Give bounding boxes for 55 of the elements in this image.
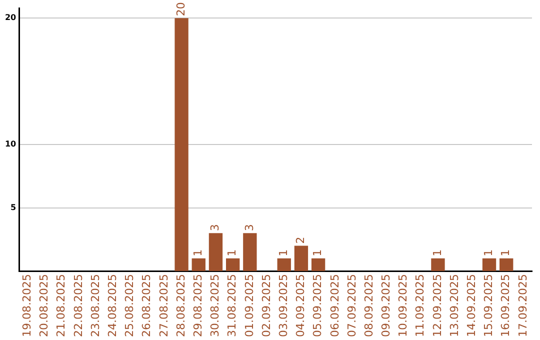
bar bbox=[174, 18, 188, 272]
bar bbox=[311, 258, 326, 272]
bar bbox=[226, 258, 240, 272]
bar bbox=[500, 258, 514, 272]
x-tick-label: 15.09.2025 bbox=[482, 274, 496, 338]
data-label: 1 bbox=[226, 249, 239, 256]
x-tick-label: 26.08.2025 bbox=[140, 274, 154, 338]
x-tick-label: 16.09.2025 bbox=[499, 274, 512, 338]
x-tick-label: 09.09.2025 bbox=[380, 274, 393, 338]
y-tick-label: 5 bbox=[10, 202, 17, 212]
x-tick-label: 22.08.2025 bbox=[72, 274, 85, 338]
x-tick-label: 23.08.2025 bbox=[88, 274, 102, 338]
bar bbox=[482, 258, 496, 272]
x-tick-label: 06.09.2025 bbox=[328, 274, 342, 338]
x-tick-label: 05.09.2025 bbox=[311, 274, 324, 338]
x-tick-label: 14.09.2025 bbox=[465, 274, 478, 338]
x-tick-label: 12.09.2025 bbox=[430, 274, 444, 338]
x-tick-label: 13.09.2025 bbox=[448, 274, 461, 338]
x-tick-label: 03.09.2025 bbox=[276, 274, 290, 338]
data-label: 1 bbox=[482, 249, 496, 256]
x-tick-label: 01.09.2025 bbox=[242, 274, 256, 338]
bar bbox=[431, 258, 445, 272]
x-tick-label: 25.08.2025 bbox=[123, 274, 136, 338]
data-label: 20 bbox=[174, 2, 188, 16]
x-tick-label: 27.08.2025 bbox=[157, 274, 170, 338]
x-tick-label: 20.08.2025 bbox=[38, 274, 51, 338]
data-label: 2 bbox=[294, 236, 308, 244]
x-tick-label: 19.08.2025 bbox=[20, 274, 34, 338]
x-tick-label: 17.09.2025 bbox=[516, 274, 530, 338]
data-label: 1 bbox=[311, 249, 324, 256]
x-tick-label: 07.09.2025 bbox=[345, 274, 358, 338]
x-tick-label: 11.09.2025 bbox=[414, 274, 427, 338]
x-tick-label: 24.08.2025 bbox=[106, 274, 120, 338]
bar bbox=[192, 258, 206, 272]
x-tick-label: 28.08.2025 bbox=[174, 274, 188, 338]
x-tick-label: 10.09.2025 bbox=[396, 274, 410, 338]
data-label: 1 bbox=[276, 249, 290, 256]
x-tick-label: 08.09.2025 bbox=[362, 274, 376, 338]
data-label: 1 bbox=[191, 249, 204, 256]
x-tick-label: 21.08.2025 bbox=[54, 274, 68, 338]
bar bbox=[294, 246, 308, 272]
bar bbox=[243, 233, 257, 272]
x-tick-label: 30.08.2025 bbox=[208, 274, 222, 338]
x-tick-label: 29.08.2025 bbox=[191, 274, 204, 338]
x-tick-label: 02.09.2025 bbox=[260, 274, 273, 338]
y-tick-label: 10 bbox=[4, 140, 17, 149]
data-label: 1 bbox=[430, 249, 444, 256]
data-label: 3 bbox=[242, 224, 256, 232]
x-tick-label: 04.09.2025 bbox=[294, 274, 308, 338]
data-label: 3 bbox=[208, 224, 222, 232]
y-tick-label: 20 bbox=[4, 13, 17, 22]
data-label: 1 bbox=[499, 249, 512, 256]
x-tick-label: 31.08.2025 bbox=[226, 274, 239, 338]
bar bbox=[277, 258, 291, 272]
bar bbox=[208, 233, 223, 272]
